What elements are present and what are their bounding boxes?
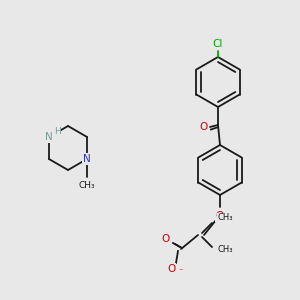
Text: H: H	[54, 128, 61, 136]
Text: N: N	[45, 132, 53, 142]
Text: CH₃: CH₃	[79, 181, 95, 190]
Text: O: O	[216, 211, 224, 221]
Text: Cl: Cl	[213, 39, 223, 49]
Text: O: O	[167, 264, 175, 274]
Text: ⁻: ⁻	[178, 268, 183, 277]
Text: CH₃: CH₃	[217, 214, 233, 223]
Text: O: O	[162, 234, 170, 244]
Text: CH₃: CH₃	[217, 245, 233, 254]
Text: O: O	[199, 122, 207, 132]
Text: N: N	[83, 154, 91, 164]
